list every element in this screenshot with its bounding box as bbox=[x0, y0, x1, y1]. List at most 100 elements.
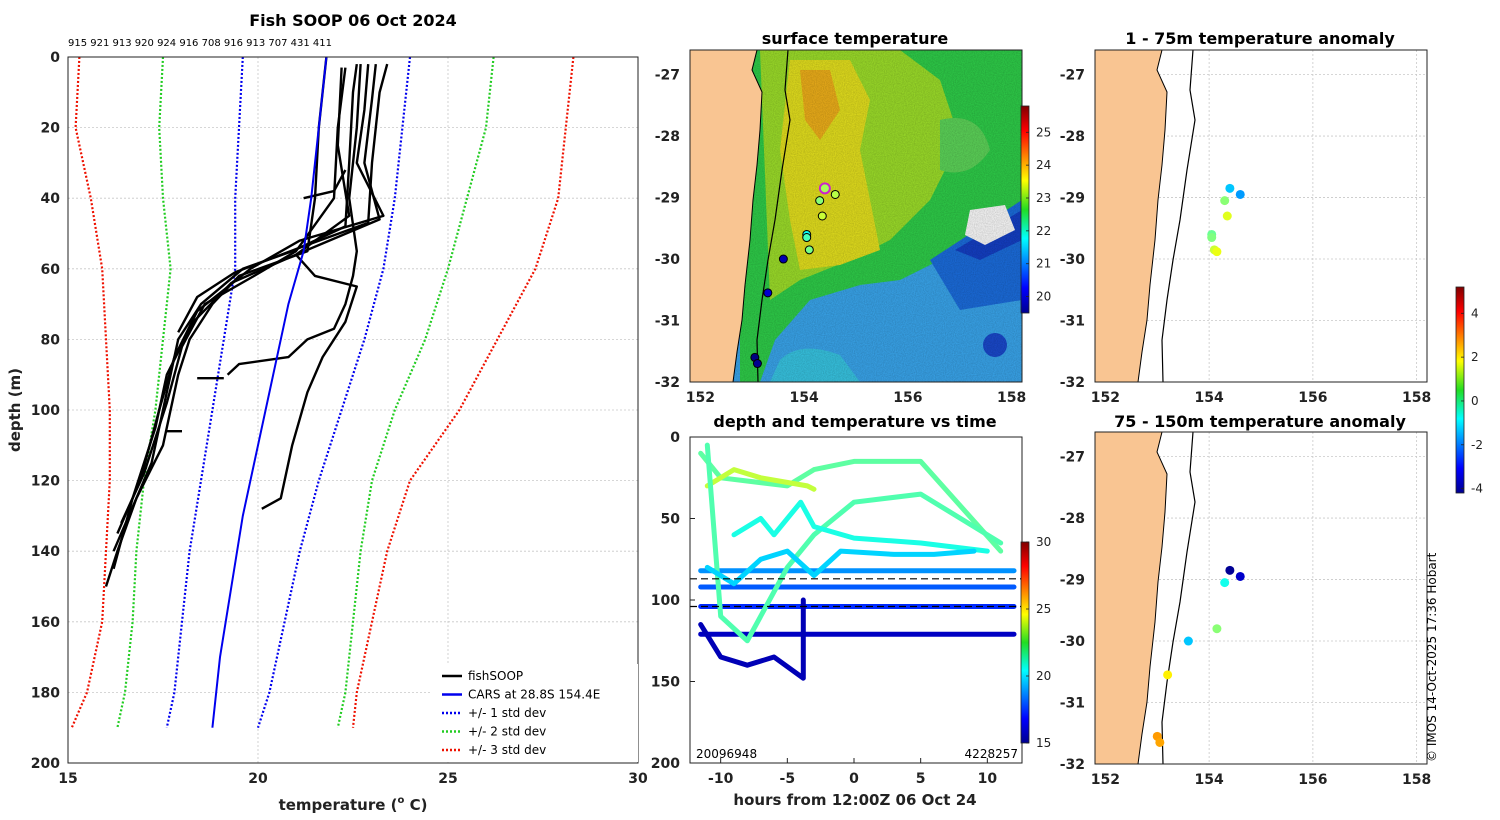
profile-ylabel: depth (m) bbox=[6, 368, 24, 452]
legend-label: +/- 3 std dev bbox=[468, 743, 546, 757]
anom1-xtick-label: 158 bbox=[1402, 390, 1431, 406]
sst-marker bbox=[818, 182, 831, 195]
sst-xtick-label: 154 bbox=[790, 390, 819, 406]
profile-ytick-label: 140 bbox=[31, 544, 60, 560]
fishsoop-profile-line bbox=[112, 63, 381, 570]
anom2-ytick-label: -28 bbox=[1060, 511, 1085, 527]
sst-marker bbox=[802, 233, 812, 243]
anom1-ytick-label: -31 bbox=[1060, 314, 1085, 330]
time-xtick-label: -5 bbox=[780, 771, 796, 787]
profile-ytick-label: 60 bbox=[41, 262, 61, 278]
anomaly-colorbar-tick-label: 2 bbox=[1471, 350, 1479, 364]
sst-colorbar-tick-label: 20 bbox=[1036, 290, 1051, 304]
profile-xlabel: temperature (o C) bbox=[279, 795, 428, 814]
time-bottom-right-labels: 4228257 bbox=[965, 747, 1018, 761]
time-ytick-label: 100 bbox=[651, 593, 680, 609]
fishsoop-profile-line bbox=[120, 67, 347, 524]
time-title: depth and temperature vs time bbox=[713, 412, 996, 431]
profile-ytick-label: 160 bbox=[31, 615, 60, 631]
legend-label: +/- 2 std dev bbox=[468, 725, 546, 739]
sst-marker bbox=[778, 254, 788, 264]
sst-marker bbox=[752, 359, 762, 369]
profile-xtick-label: 25 bbox=[438, 771, 457, 787]
profile-xtick-label: 30 bbox=[628, 771, 648, 787]
time-colorbar-tick-label: 25 bbox=[1036, 602, 1051, 616]
sst-ytick-label: -27 bbox=[655, 68, 680, 84]
profile-axes-frame bbox=[67, 56, 639, 764]
anom1-point bbox=[1207, 233, 1217, 243]
std1-low-line bbox=[165, 57, 244, 728]
std2-high-line bbox=[336, 57, 495, 728]
profile-ticks: 15 20 25 30 0 20 40 60 80 100 120 140 160 180 200 bbox=[31, 50, 648, 787]
sst-ticks: 152 154 156 158 -27 -28 -29 -30 -31 -32 bbox=[655, 68, 1027, 406]
anom2-point bbox=[1235, 571, 1245, 581]
sst-colorbar-bar bbox=[1020, 105, 1030, 314]
profile-xlabel-sup: o bbox=[397, 795, 404, 806]
time-xtick-label: 5 bbox=[916, 771, 926, 787]
time-track bbox=[704, 548, 977, 587]
anom1-xtick-label: 156 bbox=[1298, 390, 1327, 406]
profile-xlabel-end: C) bbox=[404, 796, 427, 814]
profile-panel: Fish SOOP 06 Oct 2024 915 921 913 920 92… bbox=[6, 11, 648, 814]
profile-legend: fishSOOP CARS at 28.8S 154.4E +/- 1 std de… bbox=[432, 664, 638, 762]
anom2-ticks: 152 154 156 158 -27 -28 -29 -30 -31 -32 bbox=[1060, 450, 1432, 788]
anom1-point bbox=[1212, 247, 1222, 257]
sst-ytick-label: -29 bbox=[655, 191, 680, 207]
time-track bbox=[731, 499, 990, 554]
time-ytick-label: 200 bbox=[651, 756, 680, 772]
anom2-frame bbox=[1094, 431, 1428, 765]
anom2-ytick-label: -32 bbox=[1060, 757, 1085, 773]
profile-title: Fish SOOP 06 Oct 2024 bbox=[249, 11, 457, 30]
profile-ytick-label: 100 bbox=[31, 403, 60, 419]
anom1-point bbox=[1220, 196, 1230, 206]
fishsoop-profile-line bbox=[116, 64, 385, 534]
anom1-title: 1 - 75m temperature anomaly bbox=[1125, 29, 1395, 48]
profile-xtick-label: 15 bbox=[58, 771, 77, 787]
anom2-point bbox=[1183, 636, 1193, 646]
std3-low-line bbox=[70, 57, 111, 729]
time-frame bbox=[689, 436, 1023, 764]
std1-high-line bbox=[256, 57, 412, 729]
profile-lines bbox=[70, 57, 575, 729]
anomaly-colorbar: 4 2 0 -2 -4 bbox=[1455, 286, 1483, 496]
anom2-xtick-label: 154 bbox=[1195, 772, 1224, 788]
profile-xtick-label: 20 bbox=[248, 771, 268, 787]
sst-map-panel: surface temperature 152 154 156 158 -27 -28 -2… bbox=[655, 29, 1052, 406]
anom2-point bbox=[1220, 578, 1230, 588]
time-colorbar-tick-label: 15 bbox=[1036, 736, 1051, 750]
anomaly-colorbar-bar bbox=[1455, 286, 1465, 494]
time-ytick-label: 150 bbox=[651, 675, 680, 691]
fishsoop-profile-line bbox=[261, 67, 358, 510]
anom2-map bbox=[1095, 432, 1245, 764]
sst-colorbar-tick-label: 22 bbox=[1036, 224, 1051, 238]
sst-ytick-label: -28 bbox=[655, 129, 680, 145]
sst-title: surface temperature bbox=[762, 29, 949, 48]
profile-ytick-label: 80 bbox=[41, 332, 61, 348]
profile-xlabel-main: temperature ( bbox=[279, 796, 398, 814]
sst-colorbar-tick-label: 23 bbox=[1036, 191, 1051, 205]
time-track bbox=[698, 597, 806, 681]
sst-colorbar: 20 21 22 23 24 25 bbox=[1020, 105, 1051, 314]
anom1-point bbox=[1222, 211, 1232, 221]
time-bottom-left-labels: 20096948 bbox=[696, 747, 757, 761]
anom1-ytick-label: -32 bbox=[1060, 375, 1085, 391]
time-ytick-label: 50 bbox=[661, 512, 681, 528]
sst-colorbar-tick-label: 24 bbox=[1036, 158, 1051, 172]
sst-xtick-label: 156 bbox=[893, 390, 922, 406]
anom2-ytick-label: -27 bbox=[1060, 450, 1085, 466]
profile-ytick-label: 40 bbox=[41, 191, 61, 207]
anom1-ytick-label: -29 bbox=[1060, 191, 1085, 207]
fishsoop-profile-line bbox=[303, 169, 347, 200]
time-ytick-label: 0 bbox=[670, 430, 680, 446]
sst-xtick-label: 152 bbox=[686, 390, 715, 406]
sst-marker bbox=[817, 211, 827, 221]
time-tracks bbox=[690, 442, 1022, 681]
time-colorbar-bar bbox=[1020, 541, 1030, 744]
anom1-point bbox=[1235, 189, 1245, 199]
time-track bbox=[704, 467, 817, 492]
time-colorbar: 15 20 25 30 bbox=[1020, 535, 1051, 750]
sst-ytick-label: -32 bbox=[655, 375, 680, 391]
anom2-points bbox=[1152, 565, 1245, 747]
std3-high-line bbox=[351, 57, 575, 728]
